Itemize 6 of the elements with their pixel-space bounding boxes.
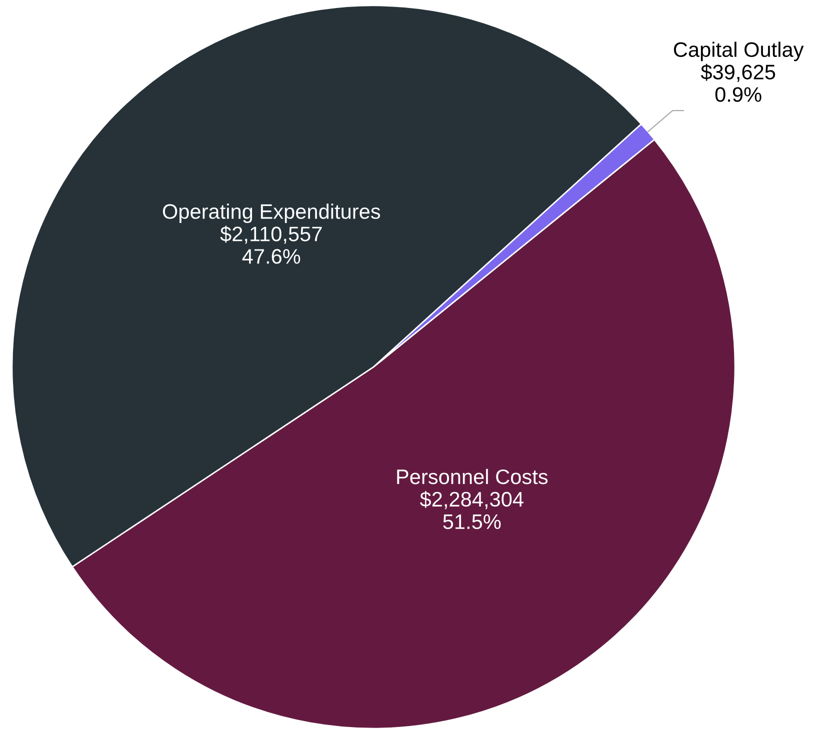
slice-label: Capital Outlay — [674, 42, 804, 62]
data-label: $2,110,557 47.6% — [220, 226, 322, 264]
slice-label: Personnel Costs — [397, 468, 548, 484]
data-label: $2,284,304 51.5% — [420, 491, 524, 530]
data-label: $39,625 0.9% — [700, 64, 776, 102]
slice-label: Operating Expenditures — [162, 204, 380, 224]
